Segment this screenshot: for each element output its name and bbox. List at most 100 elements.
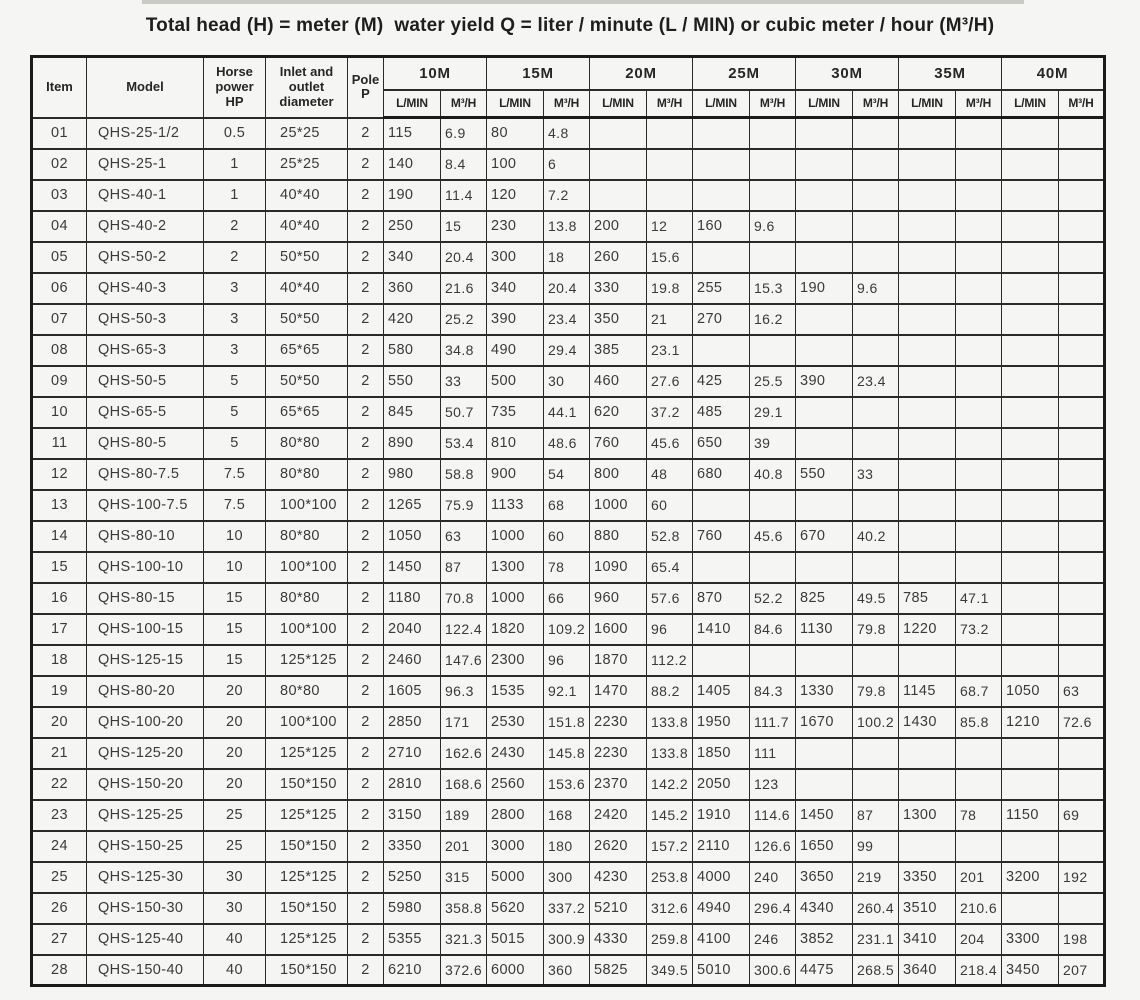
m3h-value-4 [852,488,899,522]
col-header-size: Inlet and outlet diameter [265,55,348,119]
hp-cell: 5 [203,426,266,460]
m3h-value-6 [1058,829,1105,863]
lmin-value-2: 1600 [589,612,647,646]
model-cell: QHS-40-2 [86,209,204,243]
lmin-value-4 [795,643,853,677]
pole-cell: 2 [347,457,384,491]
pole-cell: 2 [347,674,384,708]
lmin-value-3: 650 [692,426,750,460]
m3h-value-2: 27.6 [646,364,693,398]
m3h-value-0: 358.8 [440,891,487,925]
m3h-value-2: 312.6 [646,891,693,925]
lmin-value-0: 3150 [383,798,441,832]
lmin-value-1: 340 [486,271,544,305]
m3h-value-0: 8.4 [440,147,487,181]
spec-row-21: 21 QHS-125-20 20 125*125 2 2710 162.6 2430 145.8… [31,736,1105,770]
model-cell: QHS-50-2 [86,240,204,274]
m3h-value-3 [749,488,796,522]
lmin-value-5 [898,333,956,367]
spec-row-22: 22 QHS-150-20 20 150*150 2 2810 168.6 2560 153.6… [31,767,1105,801]
table-body: 01 QHS-25-1/2 0.5 25*25 2 115 6.9 80 4.8 02 QHS-25… [31,116,1105,987]
lmin-value-6 [1001,333,1059,367]
m3h-value-2: 23.1 [646,333,693,367]
m3h-value-4: 231.1 [852,922,899,956]
lmin-value-4: 1670 [795,705,853,739]
sub-header-lmin-5: L/MIN [898,88,956,119]
lmin-value-1: 1133 [486,488,544,522]
header-row-units: L/MIN M³/H L/MIN M³/H L/MIN M³/H L/MIN M³/H L/MI… [32,88,1105,119]
m3h-value-5: 73.2 [955,612,1002,646]
m3h-value-3: 15.3 [749,271,796,305]
lmin-value-4: 1650 [795,829,853,863]
m3h-value-4 [852,240,899,274]
lmin-value-5 [898,426,956,460]
m3h-value-2: 48 [646,457,693,491]
m3h-value-5 [955,395,1002,429]
m3h-value-2 [646,147,693,181]
lmin-value-3: 425 [692,364,750,398]
m3h-value-0: 147.6 [440,643,487,677]
col-group-30m: 30M [795,55,899,91]
lmin-value-0: 550 [383,364,441,398]
lmin-value-2: 620 [589,395,647,429]
hp-cell: 40 [203,922,266,956]
item-cell: 27 [31,922,87,956]
m3h-value-1: 151.8 [543,705,590,739]
model-cell: QHS-125-25 [86,798,204,832]
m3h-value-6 [1058,519,1105,553]
m3h-value-6: 63 [1058,674,1105,708]
lmin-value-1: 2430 [486,736,544,770]
spec-row-10: 10 QHS-65-5 5 65*65 2 845 50.7 735 44.1 620 37.2 48… [31,395,1105,429]
m3h-value-6: 198 [1058,922,1105,956]
m3h-value-0: 15 [440,209,487,243]
col-header-pole: Pole P [347,55,384,119]
lmin-value-4 [795,178,853,212]
m3h-value-0: 70.8 [440,581,487,615]
m3h-value-4: 33 [852,457,899,491]
m3h-value-2: 21 [646,302,693,336]
pole-cell: 2 [347,519,384,553]
m3h-value-0: 50.7 [440,395,487,429]
pole-cell: 2 [347,922,384,956]
lmin-value-3 [692,240,750,274]
spec-row-06: 06 QHS-40-3 3 40*40 2 360 21.6 340 20.4 330 19.8 25… [31,271,1105,305]
lmin-value-2: 2230 [589,736,647,770]
m3h-value-3: 114.6 [749,798,796,832]
lmin-value-0: 1180 [383,581,441,615]
model-cell: QHS-50-3 [86,302,204,336]
lmin-value-5: 3410 [898,922,956,956]
lmin-value-1: 1820 [486,612,544,646]
lmin-value-2: 1090 [589,550,647,584]
lmin-value-3: 4100 [692,922,750,956]
lmin-value-5: 1300 [898,798,956,832]
lmin-value-3: 1950 [692,705,750,739]
lmin-value-2: 385 [589,333,647,367]
lmin-value-2: 800 [589,457,647,491]
diameter-cell: 80*80 [265,674,348,708]
m3h-value-2: 15.6 [646,240,693,274]
lmin-value-1: 80 [486,116,544,150]
lmin-value-1: 300 [486,240,544,274]
item-cell: 28 [31,953,87,987]
lmin-value-5: 785 [898,581,956,615]
lmin-value-3 [692,488,750,522]
diameter-cell: 50*50 [265,302,348,336]
pole-cell: 2 [347,736,384,770]
lmin-value-0: 250 [383,209,441,243]
lmin-value-4 [795,333,853,367]
sub-header-m3h-4: M³/H [852,88,899,119]
m3h-value-3: 39 [749,426,796,460]
lmin-value-2: 5825 [589,953,647,987]
lmin-value-6 [1001,209,1059,243]
hp-cell: 15 [203,581,266,615]
lmin-value-3: 4940 [692,891,750,925]
lmin-value-5 [898,240,956,274]
diameter-cell: 125*125 [265,860,348,894]
m3h-value-5 [955,178,1002,212]
hp-cell: 3 [203,302,266,336]
m3h-value-3: 111.7 [749,705,796,739]
hp-cell: 20 [203,705,266,739]
m3h-value-3: 111 [749,736,796,770]
m3h-value-1: 168 [543,798,590,832]
m3h-value-4: 87 [852,798,899,832]
